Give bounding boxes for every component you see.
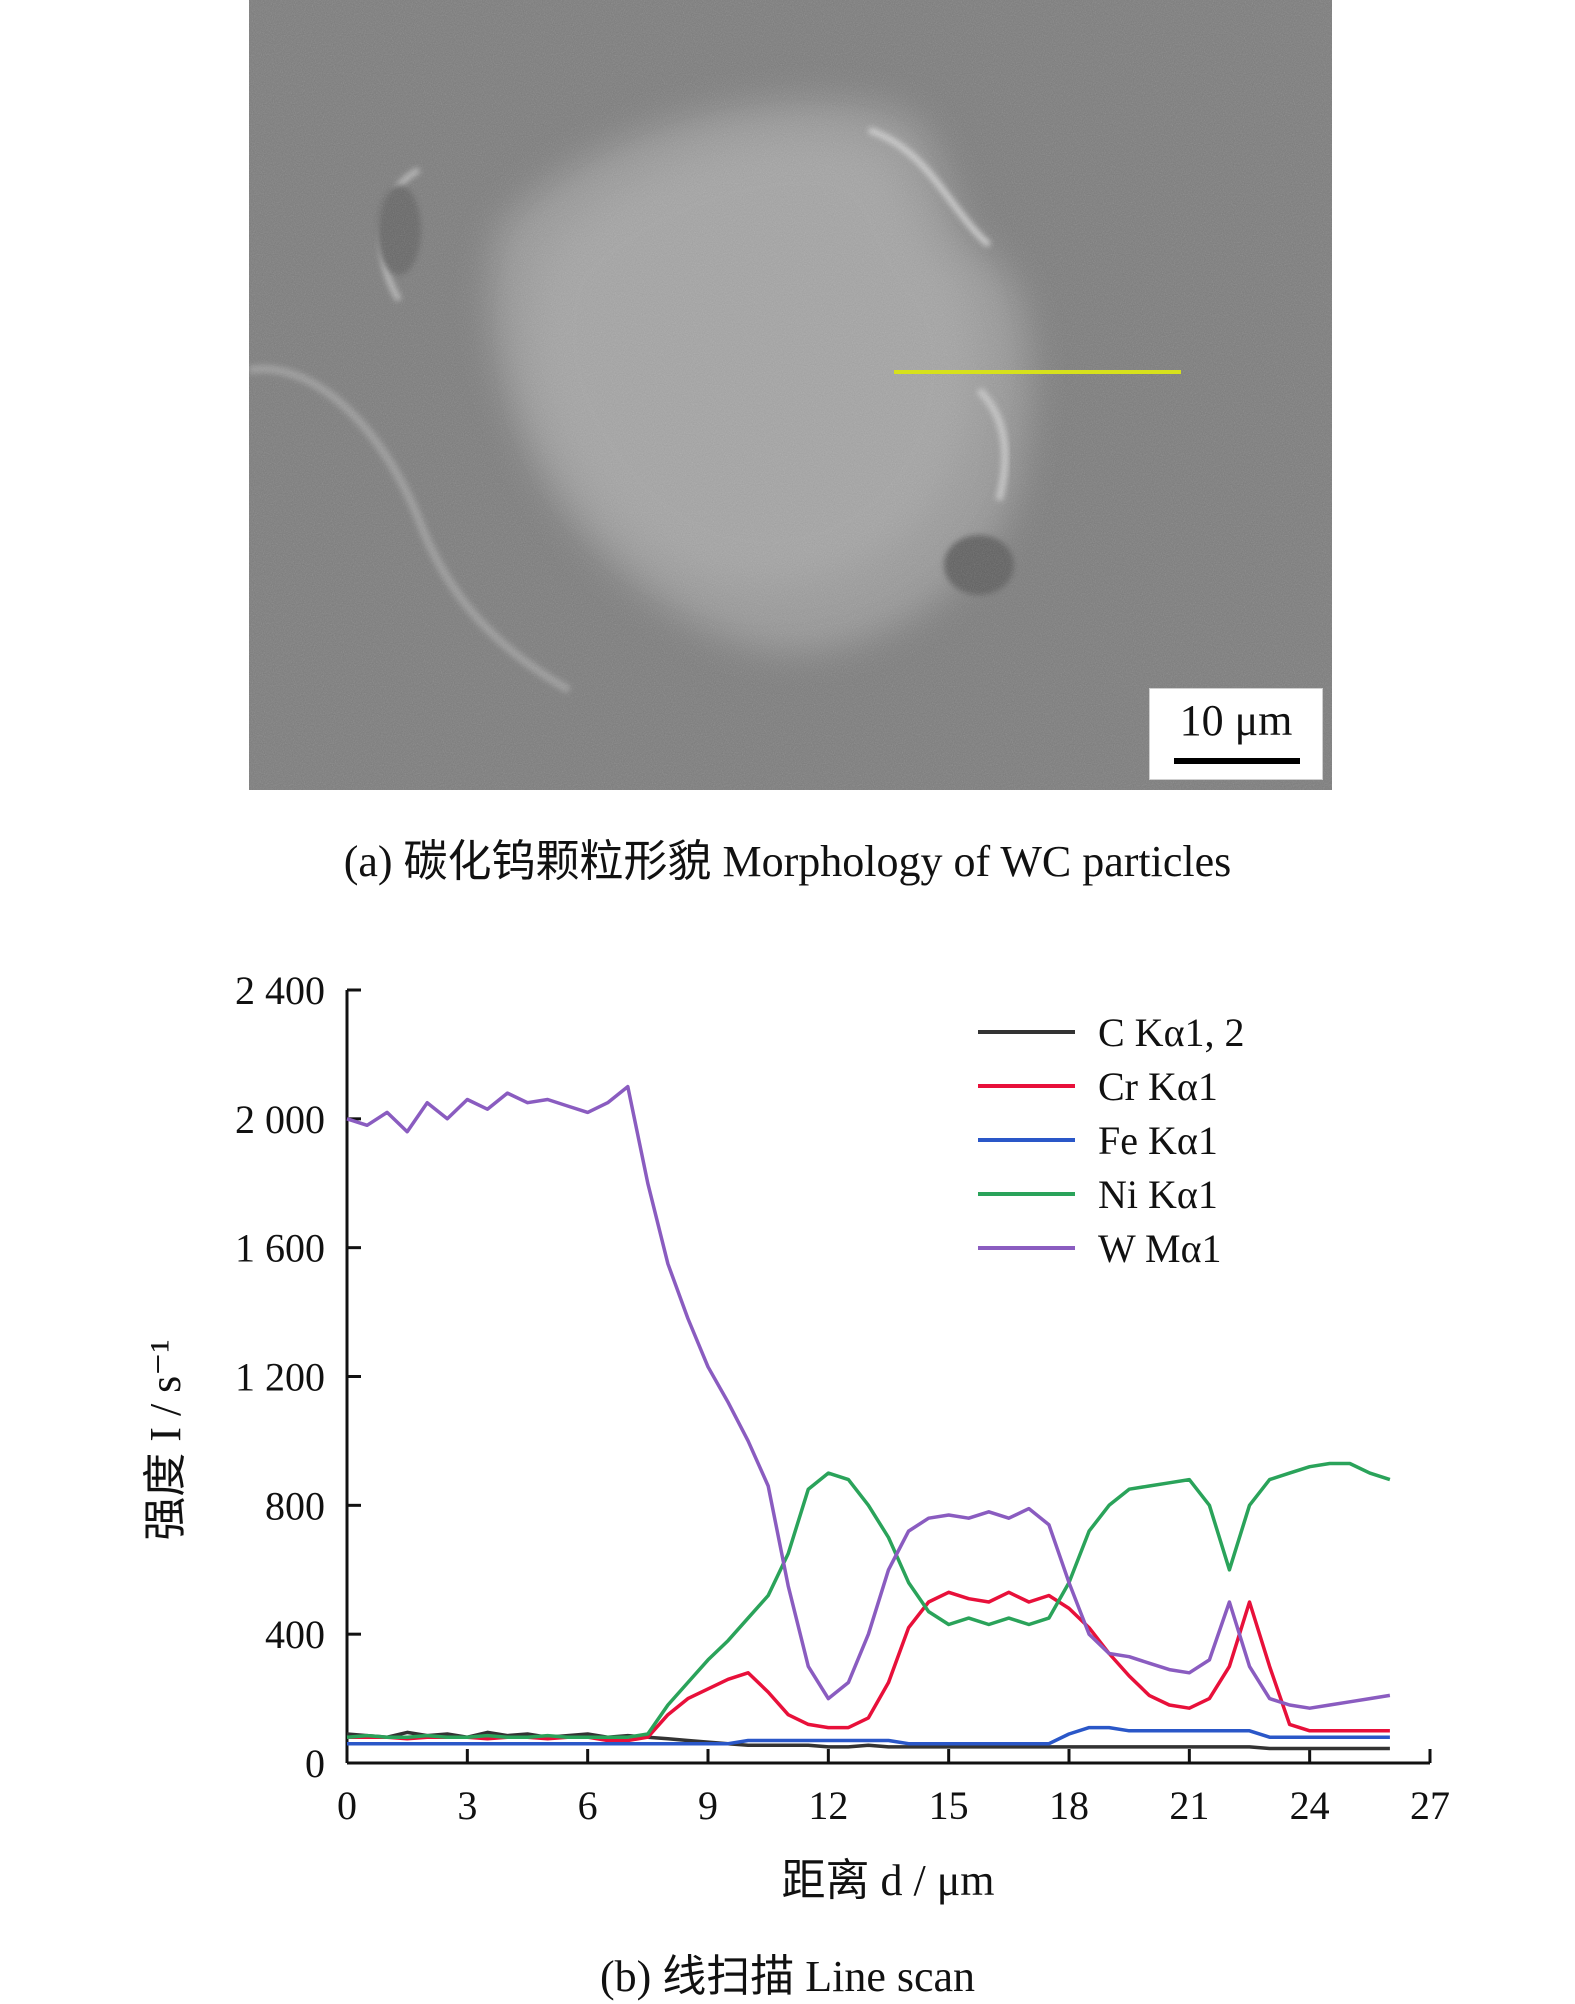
x-tick-label: 12	[808, 1783, 848, 1828]
x-tick-label: 27	[1410, 1783, 1450, 1828]
scale-bar-label: 10 μm	[1179, 696, 1293, 745]
x-axis-title: 距离 d / μm	[781, 1856, 994, 1905]
x-tick-label: 0	[337, 1783, 357, 1828]
x-tick-label: 21	[1169, 1783, 1209, 1828]
series-line-4	[346, 1084, 1391, 1710]
legend: C Kα1, 2 Cr Kα1 Fe Kα1 Ni Kα1 W Mα1	[978, 1010, 1245, 1271]
y-tick-label: 800	[265, 1483, 325, 1528]
sem-micrograph	[249, 0, 1332, 790]
scale-bar	[1174, 758, 1300, 764]
y-tick-label: 2 400	[235, 968, 325, 1013]
series-line-0	[346, 1730, 1390, 1751]
y-tick-label: 400	[265, 1612, 325, 1657]
y-ticks: 0 400 800 1 200 1 600 2 000 2 400	[235, 968, 361, 1786]
y-tick-label: 1 200	[235, 1355, 325, 1400]
series-line-3	[346, 1461, 1391, 1739]
legend-label: W Mα1	[1098, 1226, 1222, 1271]
legend-label: C Kα1, 2	[1098, 1010, 1245, 1055]
axes	[345, 990, 1430, 1765]
x-tick-label: 24	[1290, 1783, 1330, 1828]
scale-bar-box: 10 μm	[1149, 688, 1323, 780]
caption-b: (b) 线扫描 Line scan	[599, 1952, 976, 2001]
line-scan-chart: 0 400 800 1 200 1 600 2 000 2 400 0 3 6 9 12 15 18 21…	[141, 968, 1450, 1905]
y-axis-title: 强度 I / s⁻¹	[141, 1339, 190, 1540]
caption-a: (a) 碳化钨颗粒形貌 Morphology of WC particles	[343, 837, 1232, 886]
legend-label: Fe Kα1	[1098, 1118, 1218, 1163]
x-tick-label: 6	[578, 1783, 598, 1828]
x-tick-label: 15	[929, 1783, 969, 1828]
y-tick-label: 2 000	[235, 1097, 325, 1142]
x-tick-label: 3	[457, 1783, 477, 1828]
x-tick-label: 18	[1049, 1783, 1089, 1828]
legend-label: Ni Kα1	[1098, 1172, 1218, 1217]
legend-label: Cr Kα1	[1098, 1064, 1218, 1109]
x-ticks: 0 3 6 9 12 15 18 21 24 27	[337, 1749, 1450, 1828]
y-tick-label: 0	[305, 1741, 325, 1786]
x-tick-label: 9	[698, 1783, 718, 1828]
y-tick-label: 1 600	[235, 1226, 325, 1271]
series-line-2	[347, 1725, 1390, 1746]
series-layer	[346, 1084, 1391, 1751]
